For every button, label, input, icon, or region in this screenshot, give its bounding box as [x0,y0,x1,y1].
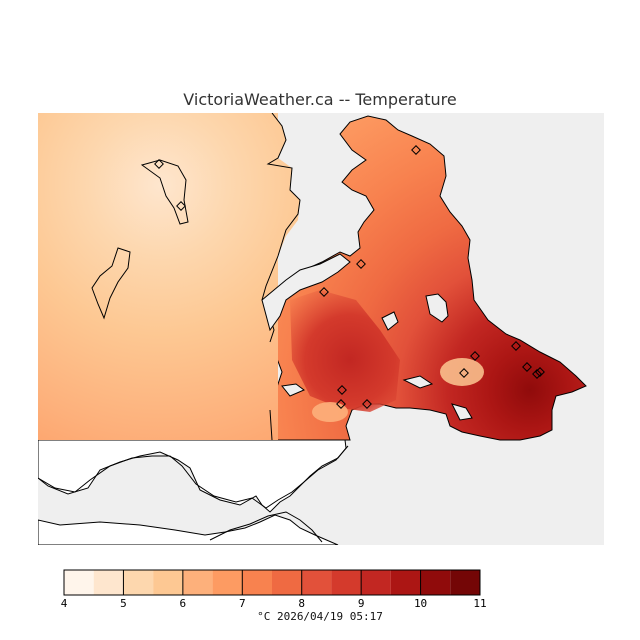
station-marker-icon [362,399,372,409]
legend-swatch [64,570,94,595]
legend-swatch [450,570,480,595]
page-title: VictoriaWeather.ca -- Temperature [183,90,457,109]
station-marker-icon [470,351,480,361]
station-marker-icon [336,399,346,409]
legend-tick-label: 9 [358,597,365,610]
station-marker-icon [337,385,347,395]
station-marker-icon [411,145,421,155]
harbour [402,375,434,389]
station-marker-icon [535,367,545,377]
legend-bar [63,569,481,596]
bay-1 [281,383,305,397]
station-marker-icon [511,341,521,351]
whidbey-coast [209,511,323,543]
station-markers [154,145,545,409]
legend-tick-label: 7 [239,597,246,610]
station-marker-icon [459,368,469,378]
islet-2 [91,247,131,320]
legend-swatch [420,570,451,595]
legend-swatch [272,570,302,595]
legend-swatch [390,570,421,595]
us-land [38,439,347,545]
legend-tick-label: 11 [473,597,486,610]
legend-tick-label: 8 [298,597,305,610]
legend-tick-label: 4 [61,597,68,610]
legend-swatch [301,570,332,595]
legend-ticks: 4 5 6 7 8 9 10 11 [61,570,487,610]
inlet-south [451,403,473,421]
lake-1 [425,293,449,323]
islet-1 [140,159,189,225]
station-marker-icon [154,159,164,169]
legend-swatch [182,570,213,595]
legend-tick-label: 6 [180,597,187,610]
sooke-cool [312,402,348,422]
station-marker-icon [176,201,186,211]
station-marker-icon [532,369,542,379]
legend-swatch [93,570,124,595]
legend-swatch [331,570,362,595]
legend-swatch [361,570,391,595]
legend-tick-label: 10 [414,597,427,610]
lake-2 [381,311,399,331]
legend-swatch [242,570,272,595]
victoria-cool [440,358,484,386]
legend-tick-label: 5 [120,597,127,610]
saanich-inlet [261,253,351,332]
station-marker-icon [319,287,329,297]
color-legend: 4 5 6 7 8 9 10 11 [61,569,487,610]
station-marker-icon [356,259,366,269]
temperature-map [38,113,604,545]
saanich-hot [290,290,400,412]
legend-swatch [153,570,183,595]
legend-swatch [212,570,243,595]
legend-swatch [123,570,154,595]
timestamp-label: °C 2026/04/19 05:17 [257,610,383,623]
us-coastline [38,445,349,509]
station-marker-icon [522,362,532,372]
